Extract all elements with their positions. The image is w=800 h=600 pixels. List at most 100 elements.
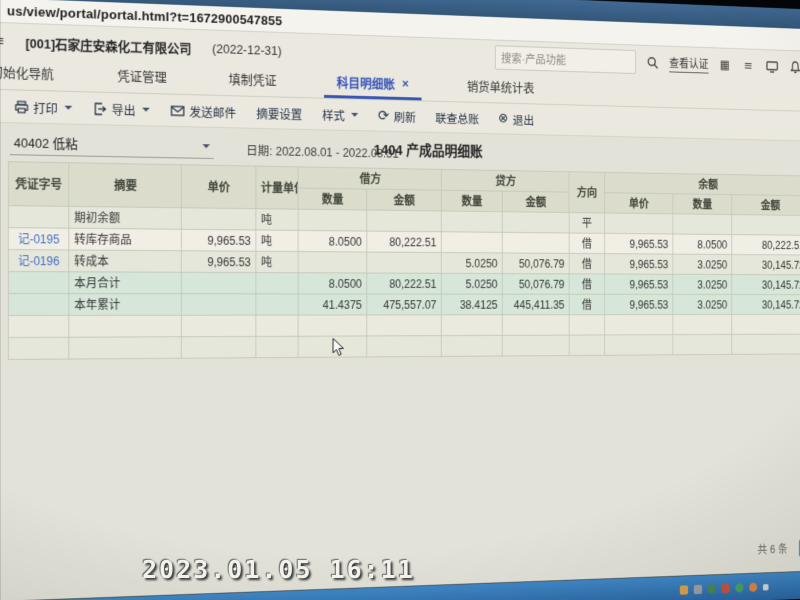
monitor-icon[interactable] — [764, 58, 778, 75]
refresh-icon: ⟳ — [378, 106, 390, 124]
tab-subsidiary-ledger-label: 科目明细账 — [336, 75, 395, 92]
cell-b_qty — [672, 213, 732, 235]
tray-icon-amber[interactable] — [749, 582, 758, 592]
cell-d_qty: 8.0500 — [298, 272, 367, 294]
cell-c_amt — [502, 232, 570, 254]
chevron-down-icon — [64, 105, 73, 110]
camera-timestamp: 2023.01.05 16:11 — [142, 555, 415, 584]
tray-shield-icon[interactable] — [707, 584, 716, 594]
ledger-page: 40402 低粘 日期: 2022.08.01 - 2022.08.31 140… — [0, 123, 800, 600]
cell-b_price: 9,965.53 — [604, 233, 673, 255]
cell-voucher — [8, 205, 69, 229]
print-button[interactable]: 打印 — [4, 97, 83, 118]
cell-dir — [569, 334, 605, 356]
total-records: 共 6 条 — [757, 542, 788, 557]
export-button[interactable]: 导出 — [83, 99, 160, 120]
cell-d_amt: 475,557.07 — [366, 293, 442, 315]
voucher-link[interactable]: 记-0196 — [17, 254, 60, 269]
cell-unit — [255, 315, 299, 337]
chevron-down-icon — [142, 107, 150, 112]
cell-b_amt: 30,145.72 — [731, 294, 800, 315]
cell-b_qty — [672, 334, 732, 355]
company-name: [001]石家庄安森化工有限公司 — [25, 35, 192, 56]
col-credit-amt[interactable]: 金额 — [502, 191, 570, 213]
tray-icon-gray[interactable] — [693, 584, 703, 595]
exit-button[interactable]: ⊗ 退出 — [498, 110, 535, 128]
voucher-link[interactable]: 记-0195 — [17, 232, 60, 247]
cell-c_qty — [441, 210, 503, 233]
table-row[interactable]: 本月合计 8.0500 80,222.51 5.0250 50,076.79 借 9,965… — [8, 271, 800, 295]
tray-chevron-icon[interactable] — [762, 583, 769, 591]
refresh-button[interactable]: ⟳ 刷新 — [378, 106, 416, 125]
cell-voucher: 记-0195 — [8, 227, 69, 250]
style-button[interactable]: 样式 — [312, 105, 368, 125]
cell-dir: 借 — [569, 294, 605, 315]
tray-icon-green[interactable] — [735, 583, 744, 593]
ledger-table: 凭证字号 摘要 单价 计量单位 借方 贷方 方向 余额 数量 金额 数量 金额 — [7, 161, 800, 360]
col-unit[interactable]: 计量单位 — [255, 166, 299, 210]
cell-voucher — [8, 271, 69, 294]
col-balance-price[interactable]: 单价 — [604, 192, 673, 214]
chevron-down-icon — [351, 112, 359, 117]
cell-b_amt — [731, 334, 800, 355]
cell-d_amt: 80,222.51 — [366, 231, 442, 253]
cell-c_amt — [502, 335, 570, 356]
cell-voucher: 记-0196 — [8, 249, 69, 272]
printer-icon — [15, 100, 29, 114]
col-summary[interactable]: 摘要 — [68, 162, 182, 208]
send-mail-button[interactable]: 发送邮件 — [160, 101, 246, 122]
cell-summary: 转库存商品 — [68, 228, 182, 251]
cell-voucher — [8, 337, 69, 360]
fiscal-period: (2022-12-31) — [212, 40, 282, 58]
close-tab-icon[interactable]: × — [402, 76, 409, 91]
col-balance-amt[interactable]: 金额 — [731, 194, 800, 216]
calculator-icon[interactable]: ▦ — [719, 58, 730, 72]
cell-summary: 转成本 — [68, 249, 182, 273]
task-list-icon[interactable]: ≡ — [743, 58, 753, 73]
cell-unit: 吨 — [255, 251, 299, 273]
col-debit-qty[interactable]: 数量 — [298, 188, 367, 211]
col-voucher[interactable]: 凭证字号 — [8, 161, 69, 207]
table-row[interactable]: 记-0196 转成本 9,965.53 吨 5.0250 50,076.79 借 9,965.… — [8, 249, 800, 275]
table-row[interactable] — [8, 334, 800, 360]
tray-icon-orange[interactable] — [679, 585, 689, 595]
cell-voucher — [8, 293, 69, 316]
view-certification-link[interactable]: 查看认证 — [669, 54, 709, 74]
col-group-credit: 贷方 — [441, 169, 570, 193]
cell-price — [181, 272, 256, 294]
cell-unit — [255, 336, 299, 358]
cell-price — [181, 336, 256, 359]
bell-icon[interactable] — [788, 59, 800, 76]
cell-b_price — [604, 213, 673, 234]
cell-dir: 平 — [569, 212, 605, 234]
col-direction[interactable]: 方向 — [569, 171, 605, 214]
cell-b_price: 9,965.53 — [604, 253, 673, 275]
export-icon — [93, 102, 106, 115]
search-icon[interactable] — [645, 54, 660, 71]
cell-b_amt — [731, 314, 800, 335]
summary-settings-button[interactable]: 摘要设置 — [256, 107, 303, 122]
col-debit-amt[interactable]: 金额 — [366, 189, 442, 211]
search-input[interactable]: 搜索·产品功能 — [494, 45, 636, 75]
col-price[interactable]: 单价 — [181, 164, 256, 209]
cell-d_qty: 41.4375 — [298, 293, 367, 316]
tab-voucher-management[interactable]: 凭证管理 — [117, 68, 167, 85]
cell-price — [181, 315, 256, 337]
cell-summary — [68, 336, 182, 360]
cell-b_qty: 8.0500 — [672, 233, 732, 255]
col-credit-qty[interactable]: 数量 — [441, 190, 503, 212]
cell-price — [181, 293, 256, 316]
tray-icon-red[interactable] — [721, 583, 730, 594]
tab-fill-voucher[interactable]: 填制凭证 — [228, 71, 277, 88]
cell-b_price — [604, 334, 673, 356]
cell-b_price: 9,965.53 — [604, 273, 673, 295]
cell-b_qty — [672, 314, 732, 335]
col-balance-qty[interactable]: 数量 — [672, 193, 732, 215]
cell-unit: 吨 — [255, 229, 299, 252]
table-row[interactable]: 本年累计 41.4375 475,557.07 38.4125 445,411.35 借 9… — [8, 293, 800, 316]
cell-b_amt: 30,145.72 — [731, 274, 800, 295]
check-general-ledger-button[interactable]: 联查总账 — [435, 111, 480, 126]
menu-icon[interactable]: ≡ — [0, 33, 5, 49]
